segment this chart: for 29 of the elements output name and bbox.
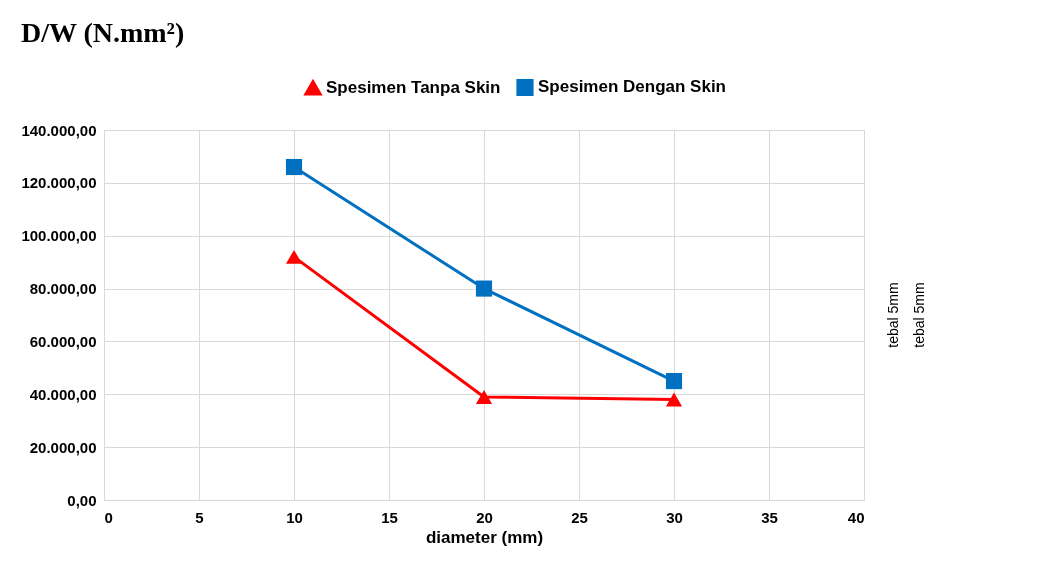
legend-label: Spesimen Tanpa Skin: [326, 77, 501, 97]
point: [475, 389, 493, 404]
x-tick-label: 25: [571, 508, 588, 526]
y-tick-label: 20.000,00: [29, 438, 97, 456]
x-tick-label: 5: [195, 508, 204, 526]
y-tick-label: 100.000,00: [21, 227, 97, 245]
point: [665, 392, 683, 407]
y-tick-label: 140.000,00: [21, 121, 97, 139]
point: [285, 158, 303, 176]
x-tick-label: 10: [286, 508, 303, 526]
x-tick-label: 40: [847, 508, 865, 526]
y-tick-label: 80.000,00: [29, 280, 97, 298]
x-tick-label: 20: [476, 508, 493, 526]
x-axis-title: diameter (mm): [425, 527, 544, 547]
x-tick-label: 35: [761, 508, 778, 526]
point: [475, 280, 493, 297]
text: tebal 5mm: [911, 282, 927, 348]
legend-label: Spesimen Dengan Skin: [538, 77, 726, 97]
x-tick-label: 15: [381, 508, 398, 526]
text: tebal 5mm: [885, 282, 901, 348]
x-tick-label: 30: [666, 508, 683, 526]
y-tick-label: 60.000,00: [29, 332, 97, 350]
x-tick-label: 0: [104, 508, 113, 526]
point: [285, 249, 303, 264]
point: [665, 373, 683, 390]
y-tick-label: 120.000,00: [21, 174, 97, 192]
y-tick-label: 0,00: [67, 491, 97, 509]
y-tick-label: 40.000,00: [29, 385, 97, 403]
chart-title: D/W (N.mm²): [20, 17, 185, 48]
